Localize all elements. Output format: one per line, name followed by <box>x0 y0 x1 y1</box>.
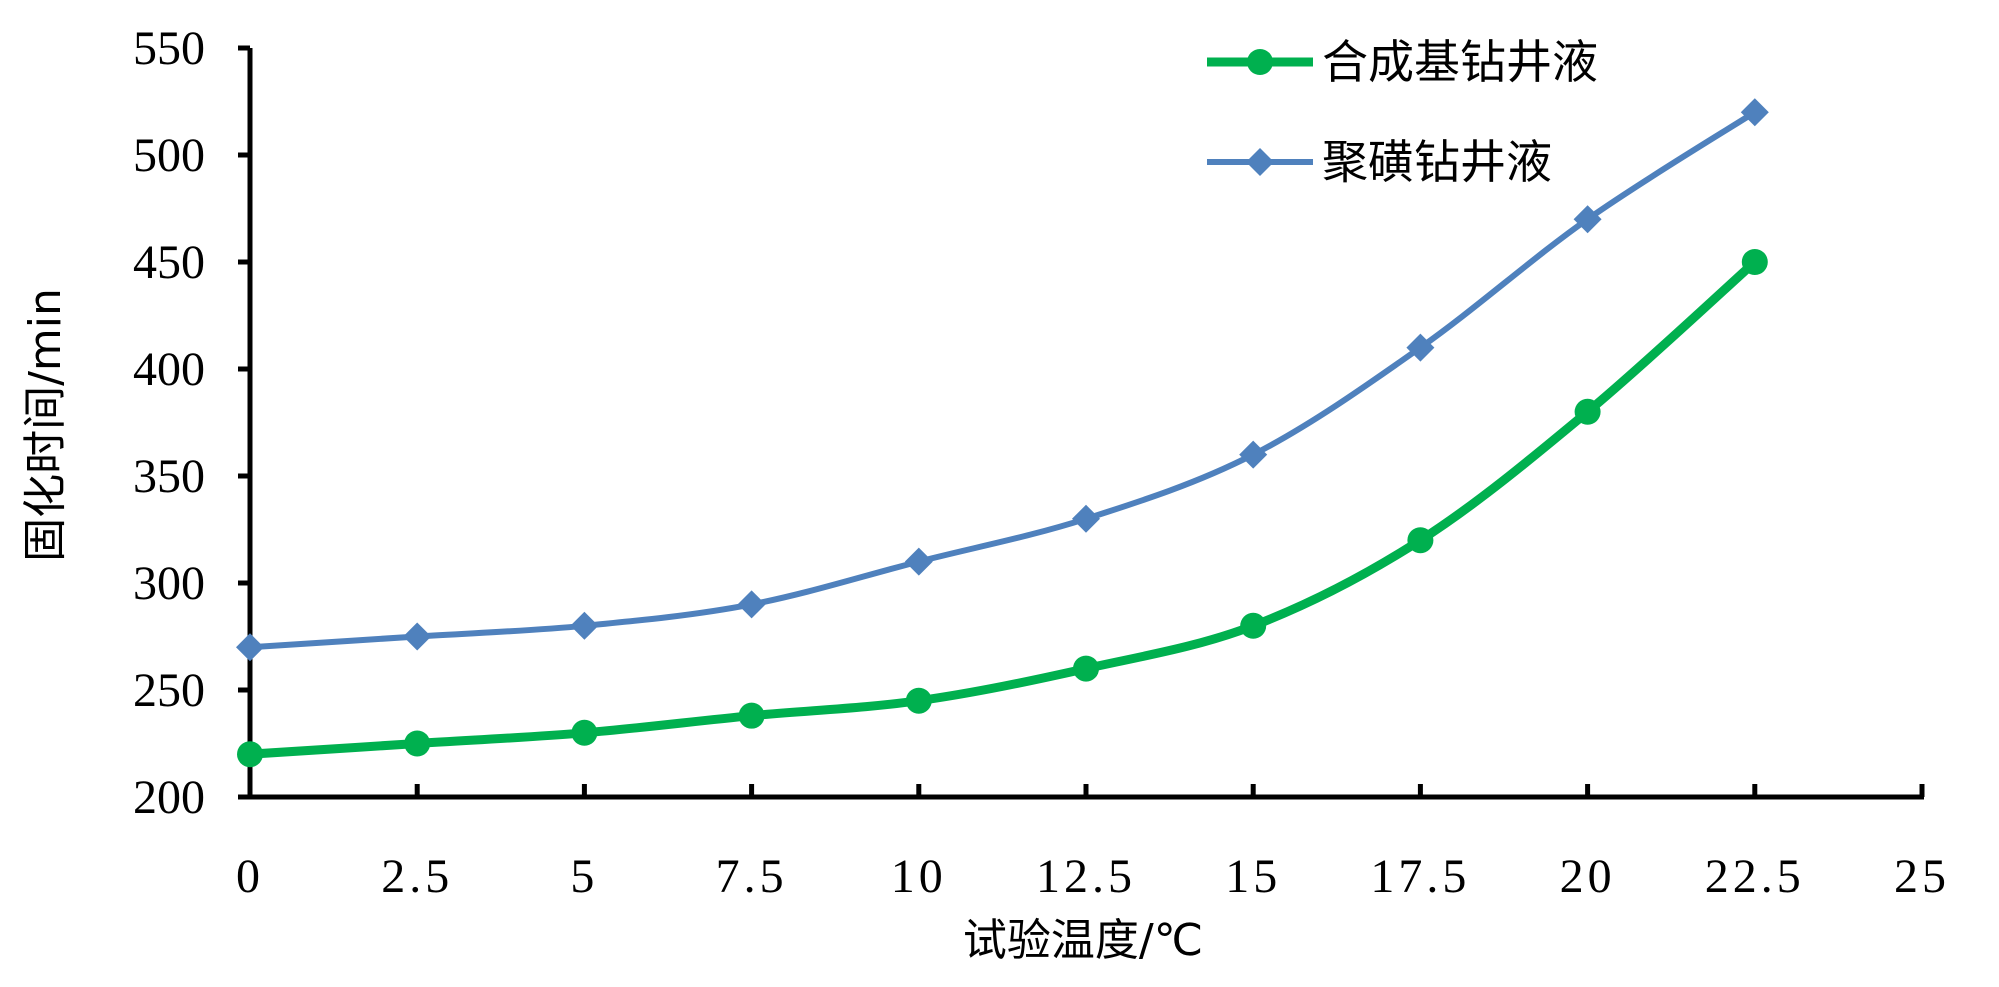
data-point-series-1 <box>1407 527 1434 554</box>
x-tick-label: 15 <box>1225 850 1281 903</box>
series-layer <box>245 109 1760 759</box>
x-tick-label: 7.5 <box>716 850 788 903</box>
data-point-series-1 <box>1240 612 1267 639</box>
legend-label-1: 合成基钻井液 <box>1322 35 1598 89</box>
data-point-series-1 <box>1073 655 1099 682</box>
y-tick-label: 550 <box>133 22 205 75</box>
data-point-series-2 <box>1239 440 1268 469</box>
y-tick-label: 200 <box>133 771 205 824</box>
x-tick-label: 25 <box>1894 850 1950 903</box>
legend-label-2: 聚磺钻井液 <box>1322 135 1552 189</box>
data-point-series-2 <box>904 547 933 576</box>
data-point-series-1 <box>237 741 263 768</box>
x-tick-label: 5 <box>570 850 598 903</box>
data-point-series-2 <box>403 622 432 651</box>
data-point-series-2 <box>570 611 599 640</box>
y-tick-label: 300 <box>133 557 205 610</box>
x-tick-label: 10 <box>891 850 947 903</box>
data-point-series-2 <box>236 633 264 662</box>
data-point-series-2 <box>737 590 766 619</box>
x-tick-label: 20 <box>1560 850 1616 903</box>
x-axis-title: 试验温度/℃ <box>963 915 1203 966</box>
data-point-series-1 <box>905 687 932 714</box>
y-axis-title: 固化时间/min <box>20 288 71 562</box>
x-tick-label: 12.5 <box>1036 850 1136 903</box>
data-point-series-2 <box>1573 205 1602 234</box>
x-tick-label: 17.5 <box>1370 850 1470 903</box>
y-tick-label: 450 <box>133 236 205 289</box>
y-tick-label: 350 <box>133 450 205 503</box>
series-line-2 <box>247 109 1758 651</box>
data-point-series-1 <box>571 719 598 746</box>
legend-marker-1 <box>1247 49 1273 75</box>
y-tick-label: 500 <box>133 129 205 182</box>
data-point-series-1 <box>1574 398 1601 425</box>
series-line-1 <box>245 257 1760 759</box>
ticks: 200 250 300 350 400 450 500 550 0 2.5 5 7.5 10 12.5 15… <box>133 22 1950 903</box>
data-point-series-1 <box>404 730 431 757</box>
data-point-series-1 <box>1741 249 1768 275</box>
x-tick-label: 22.5 <box>1705 850 1805 903</box>
data-point-series-2 <box>1072 504 1100 533</box>
legend-marker-2 <box>1246 148 1274 176</box>
y-tick-label: 400 <box>133 343 205 396</box>
y-tick-label: 250 <box>133 664 205 717</box>
x-tick-label: 0 <box>236 850 264 903</box>
data-point-series-2 <box>1740 98 1769 127</box>
data-point-series-2 <box>1406 333 1435 362</box>
data-point-series-1 <box>738 702 765 729</box>
x-tick-label: 2.5 <box>381 850 453 903</box>
markers <box>236 98 1769 768</box>
